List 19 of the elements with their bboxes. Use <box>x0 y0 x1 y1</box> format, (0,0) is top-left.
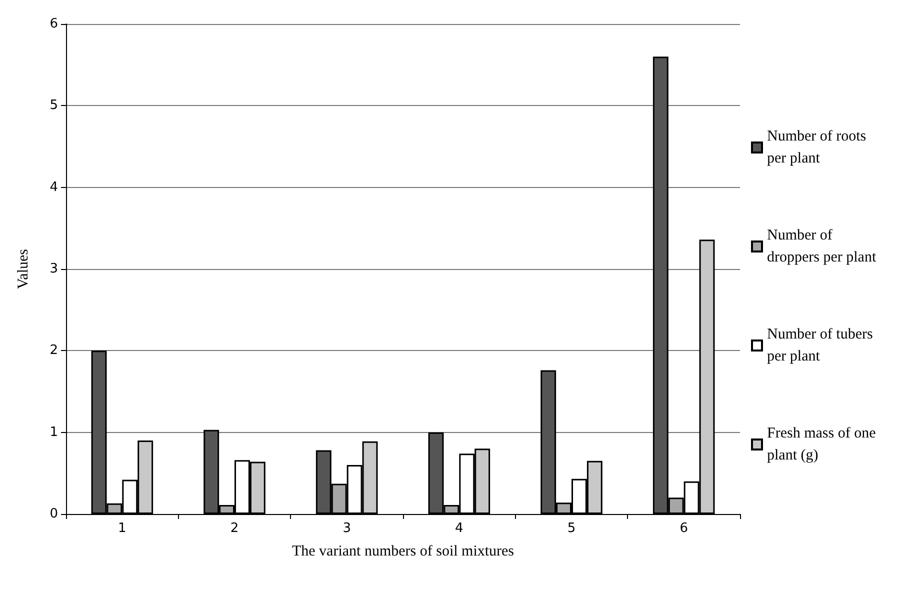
y-tick-label: 3 <box>50 262 58 276</box>
y-tick-label: 0 <box>50 506 58 522</box>
x-tick-label: 1 <box>118 521 126 536</box>
legend-label: Number of tubers per plant <box>767 326 877 364</box>
x-tick-label: 3 <box>342 521 351 536</box>
x-tick-label: 2 <box>230 521 239 536</box>
x-tick-label: 5 <box>567 521 576 536</box>
x-tick-label: 4 <box>455 521 464 536</box>
legend-label: Fresh mass of one plant (g) <box>767 426 880 464</box>
x-tick-label: 6 <box>680 521 688 536</box>
y-tick-label: 5 <box>50 98 58 114</box>
legend-label: Number of droppers per plant <box>767 228 877 266</box>
y-tick-label: 2 <box>50 343 58 358</box>
y-axis-title: Values <box>16 248 32 289</box>
y-tick-label: 1 <box>50 424 58 440</box>
x-axis-title: The variant numbers of soil mixtures <box>292 544 514 560</box>
y-tick-label: 4 <box>50 180 58 195</box>
legend-label: Number of roots per plant <box>767 128 870 166</box>
y-tick-label: 6 <box>50 16 58 32</box>
